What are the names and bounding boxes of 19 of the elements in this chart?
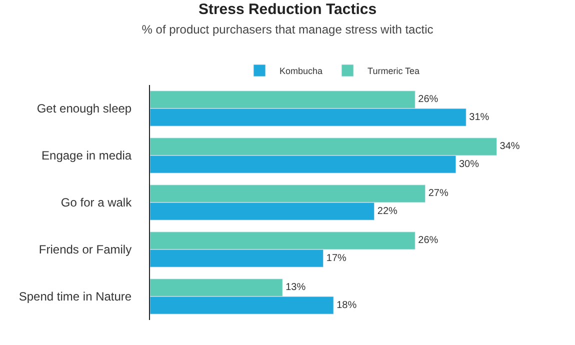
data-label: 34% (500, 141, 520, 152)
data-label: 22% (377, 206, 398, 217)
legend-label: Turmeric Tea (368, 66, 420, 76)
data-label: 26% (418, 235, 438, 246)
data-label: 18% (336, 300, 357, 311)
y-tick-label: Go for a walk (60, 196, 133, 210)
data-label: 26% (418, 94, 438, 106)
data-label: 31% (469, 112, 490, 123)
data-label: 17% (326, 252, 346, 264)
legend-label: Kombucha (280, 66, 323, 76)
data-label: 13% (286, 282, 306, 294)
y-tick-label: Friends or Family (38, 242, 132, 257)
chart-subtitle: % of product purchasers that manage stress with tactic (142, 22, 434, 36)
data-label: 30% (458, 158, 480, 170)
y-tick-label: Engage in media (42, 148, 132, 163)
data-label: 27% (428, 188, 448, 200)
y-tick-label: Get enough sleep (36, 102, 132, 116)
y-tick-label: Spend time in Nature (18, 290, 132, 304)
chart-title: Stress Reduction Tactics (198, 0, 377, 18)
